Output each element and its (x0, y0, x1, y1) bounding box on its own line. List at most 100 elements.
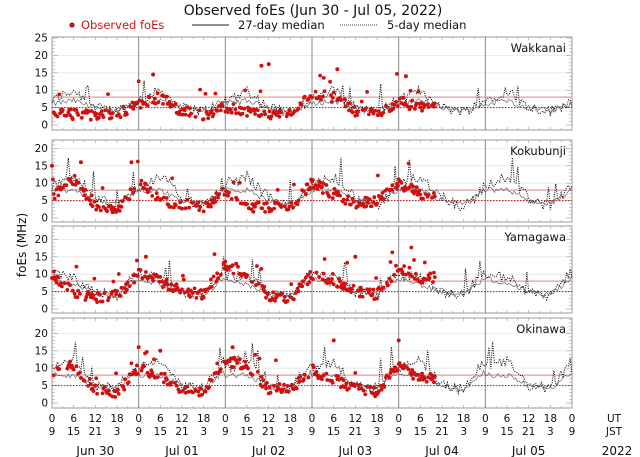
observed-point (343, 104, 348, 109)
observed-point (220, 186, 225, 191)
observed-point (403, 74, 408, 79)
x-tick-label-ut: 12 (262, 413, 275, 425)
observed-point (348, 290, 353, 294)
observed-point (432, 374, 437, 379)
y-tick-label: 5 (41, 195, 48, 207)
observed-point (326, 277, 331, 281)
x-tick-label-jst: 21 (262, 426, 275, 438)
y-tick-label: 5 (41, 102, 48, 114)
x-tick-label-jst: 9 (222, 426, 229, 438)
observed-point (387, 375, 392, 380)
observed-point (388, 260, 393, 264)
observed-point (125, 280, 130, 285)
observed-point (109, 116, 114, 120)
observed-point (101, 115, 106, 119)
y-tick-label: 10 (35, 85, 48, 97)
observed-point (245, 202, 249, 206)
observed-point (144, 350, 149, 354)
observed-point (164, 196, 169, 200)
observed-point (285, 299, 290, 303)
observed-point (70, 117, 75, 122)
observed-point (242, 106, 247, 111)
x-tick-label-jst: 21 (435, 426, 448, 438)
observed-point (385, 373, 389, 378)
x-tick-label-jst: 3 (287, 426, 294, 438)
observed-point (88, 376, 92, 381)
observed-point (165, 282, 170, 287)
observed-point (154, 191, 159, 196)
observed-point (64, 183, 69, 188)
observed-point (135, 258, 139, 263)
observed-point (268, 390, 273, 395)
observed-point (135, 371, 140, 376)
observed-point (237, 357, 242, 361)
observed-point (284, 114, 289, 119)
observed-point (411, 184, 415, 189)
observed-point (395, 184, 400, 189)
observed-point (414, 101, 419, 106)
y-tick-label: 15 (35, 251, 48, 263)
observed-point (102, 384, 107, 389)
observed-point (389, 187, 394, 192)
observed-point (188, 295, 193, 299)
observed-point (116, 387, 120, 392)
observed-point (65, 288, 70, 292)
observed-point (89, 193, 94, 198)
observed-point (68, 177, 72, 181)
observed-point (70, 288, 75, 293)
observed-point (293, 291, 298, 295)
observed-point (270, 296, 275, 301)
observed-point (318, 73, 322, 78)
observed-point (432, 191, 436, 196)
observed-point (321, 373, 326, 378)
observed-point (255, 369, 260, 374)
observed-point (347, 386, 351, 391)
observed-point (111, 279, 116, 284)
observed-point (237, 180, 242, 185)
observed-point (302, 189, 306, 193)
observed-point (393, 365, 397, 370)
observed-point (269, 114, 274, 119)
observed-point (138, 106, 143, 110)
observed-point (330, 95, 335, 100)
x-tick-label-ut: 18 (110, 413, 123, 425)
observed-point (292, 297, 296, 302)
observed-point (380, 191, 385, 195)
observed-point (365, 287, 369, 292)
observed-point (161, 285, 165, 290)
y-tick-label: 0 (41, 304, 48, 316)
x-tick-label-jst: 9 (395, 426, 402, 438)
y-tick-label: 15 (35, 67, 48, 79)
observed-point (130, 100, 135, 105)
observed-point (432, 275, 437, 279)
observed-point (151, 72, 156, 77)
observed-point (275, 385, 280, 390)
panel-yamagawa: 0 5 10 15 20 Yamagawa (35, 225, 573, 316)
observed-point (143, 254, 148, 259)
observed-point (341, 197, 346, 202)
observed-point (302, 377, 306, 381)
observed-point (51, 373, 56, 378)
median-5day-line (51, 256, 573, 302)
observed-point (310, 95, 314, 100)
observed-point (406, 161, 411, 166)
observed-point (54, 187, 59, 192)
observed-point (108, 203, 113, 208)
observed-point (162, 94, 166, 99)
x-tick-label-jst: 3 (114, 426, 121, 438)
observed-point (426, 193, 431, 197)
observed-point (299, 102, 304, 107)
observed-point (201, 295, 206, 300)
observed-point (68, 359, 72, 364)
observed-point (243, 359, 248, 364)
observed-point (356, 288, 360, 293)
observed-point (178, 290, 183, 295)
x-tick-label-ut: 6 (244, 413, 251, 425)
observed-point (308, 186, 313, 191)
observed-point (215, 109, 220, 113)
x-tick-label-jst: 9 (569, 426, 576, 438)
x-tick-label-jst: 3 (547, 426, 554, 438)
observed-point (174, 383, 179, 388)
observed-point (180, 389, 184, 394)
observed-point (357, 387, 361, 391)
